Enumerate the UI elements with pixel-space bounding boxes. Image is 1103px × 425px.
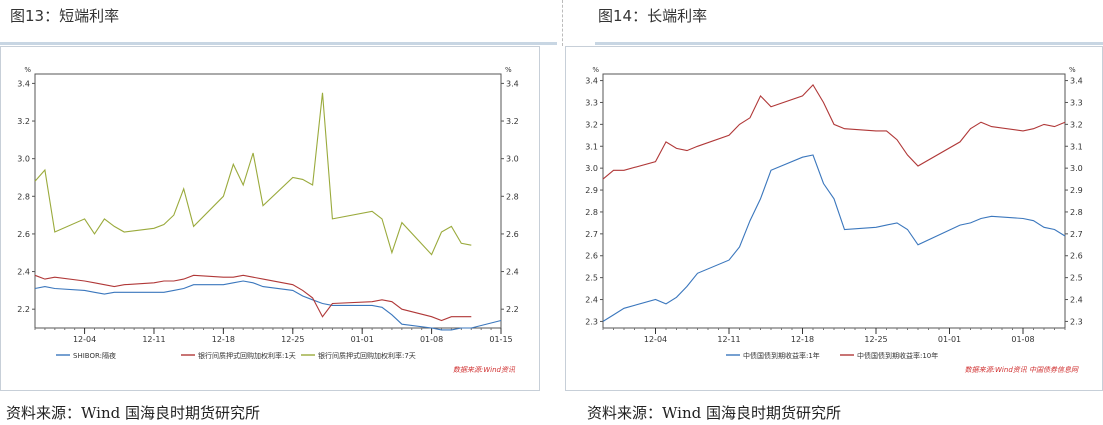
y-tick-label-right: 2.2 [506, 305, 519, 314]
y-tick-label-right: 2.9 [1070, 186, 1083, 195]
y-tick-label-right: 2.8 [1070, 208, 1083, 217]
y-tick-label-left: 2.5 [585, 274, 598, 283]
legend-label: SHIBOR:隔夜 [73, 351, 116, 360]
x-tick-label: 12-11 [142, 335, 165, 344]
y-tick-label-left: 2.4 [585, 296, 598, 305]
y-tick-label-left: 2.8 [585, 208, 598, 217]
y-tick-label-left: 3.2 [17, 117, 30, 126]
y-tick-label-right: 3.0 [1070, 164, 1083, 173]
y-tick-label-left: 2.2 [17, 305, 30, 314]
y-tick-label-right: 2.6 [506, 230, 519, 239]
y-tick-label-left: 3.4 [17, 79, 30, 88]
y-tick-label-left: 3.0 [17, 155, 30, 164]
right-chart: % % 2.3 2.3 2.4 2.4 2.5 2.5 2.6 2.6 2.7 2.7 2.8 2.8 2.… [585, 66, 1083, 374]
watermark-text: 数据来源:Wind资讯 [453, 366, 516, 374]
series-line-3 [34, 92, 472, 256]
y-tick-label-right: 2.4 [506, 268, 519, 277]
y-tick-label-right: 2.5 [1070, 274, 1083, 283]
right-title-rule [595, 42, 1103, 45]
left-chart-frame: %% 2.2 2.2 2.4 2.4 2.6 2.6 2.8 2.8 3.0 3.0 3.2 3.2 3.… [0, 46, 540, 391]
watermark-text: 数据来源:Wind资讯 中国债券信息网 [965, 366, 1079, 374]
y-tick-label-right: 3.2 [506, 117, 519, 126]
x-tick-label: 01-08 [1011, 335, 1034, 344]
y-tick-label-right: 2.4 [1070, 296, 1083, 305]
unit-right: % [505, 66, 512, 74]
legend-label: 中债国债到期收益率:1年 [743, 351, 820, 360]
legend-label: 银行间质押式回购加权利率:7天 [318, 351, 416, 360]
legend-label: 银行间质押式回购加权利率:1天 [198, 351, 296, 360]
y-tick-label-right: 2.3 [1070, 317, 1083, 326]
series-line-2 [602, 83, 1066, 180]
left-chart: % % 2.2 2.2 2.4 2.4 2.6 2.6 2.8 2.8 3.0 3.0 3.2 3.2 3.… [17, 66, 519, 374]
y-tick-label-right: 3.4 [1070, 77, 1083, 86]
series-line-1 [34, 280, 502, 331]
y-tick-label-left: 2.8 [17, 192, 30, 201]
y-tick-label-left: 3.4 [585, 77, 598, 86]
left-figure-title: 图13：短端利率 [10, 7, 120, 25]
y-tick-label-left: 3.0 [585, 164, 598, 173]
x-tick-label: 12-18 [791, 335, 814, 344]
y-tick-label-right: 3.1 [1070, 142, 1083, 151]
y-tick-label-right: 3.3 [1070, 98, 1083, 107]
x-tick-label: 01-01 [351, 335, 374, 344]
unit-right: % [1069, 66, 1076, 74]
plot-area [34, 73, 502, 329]
x-tick-label: 12-04 [644, 335, 667, 344]
x-tick-label: 01-01 [938, 335, 961, 344]
x-tick-label: 12-18 [212, 335, 235, 344]
y-tick-label-left: 2.6 [17, 230, 30, 239]
y-tick-label-right: 2.6 [1070, 252, 1083, 261]
x-tick-label: 12-11 [717, 335, 740, 344]
y-tick-label-left: 2.4 [17, 268, 30, 277]
y-tick-label-left: 2.7 [585, 230, 598, 239]
right-chart-frame: %% 2.3 2.3 2.4 2.4 2.5 2.5 2.6 2.6 2.7 2.7 2.8 2.8 2.… [565, 46, 1103, 391]
unit-left: % [592, 66, 599, 74]
legend-label: 中债国债到期收益率:10年 [857, 351, 938, 360]
y-tick-label-left: 2.6 [585, 252, 598, 261]
y-tick-label-left: 3.2 [585, 120, 598, 129]
left-source-text: 资料来源：Wind 国海良时期货研究所 [6, 404, 260, 422]
x-tick-label: 12-25 [281, 335, 304, 344]
series-line-1 [602, 154, 1066, 322]
y-tick-label-right: 3.2 [1070, 120, 1083, 129]
panel-divider [562, 0, 564, 46]
x-tick-label: 12-04 [73, 335, 96, 344]
y-tick-label-right: 3.4 [506, 79, 519, 88]
series-line-2 [34, 274, 472, 322]
unit-left: % [24, 66, 31, 74]
y-tick-label-left: 3.1 [585, 142, 598, 151]
y-tick-label-right: 3.0 [506, 155, 519, 164]
right-source-text: 资料来源：Wind 国海良时期货研究所 [587, 404, 841, 422]
x-tick-label: 01-15 [489, 335, 512, 344]
y-tick-label-left: 2.3 [585, 317, 598, 326]
x-tick-label: 01-08 [420, 335, 443, 344]
y-tick-label-right: 2.7 [1070, 230, 1083, 239]
plot-area [602, 73, 1066, 329]
y-tick-label-right: 2.8 [506, 192, 519, 201]
y-tick-label-left: 2.9 [585, 186, 598, 195]
x-tick-label: 12-25 [864, 335, 887, 344]
y-tick-label-left: 3.3 [585, 98, 598, 107]
right-figure-title: 图14：长端利率 [598, 7, 708, 25]
left-title-rule [0, 42, 557, 45]
